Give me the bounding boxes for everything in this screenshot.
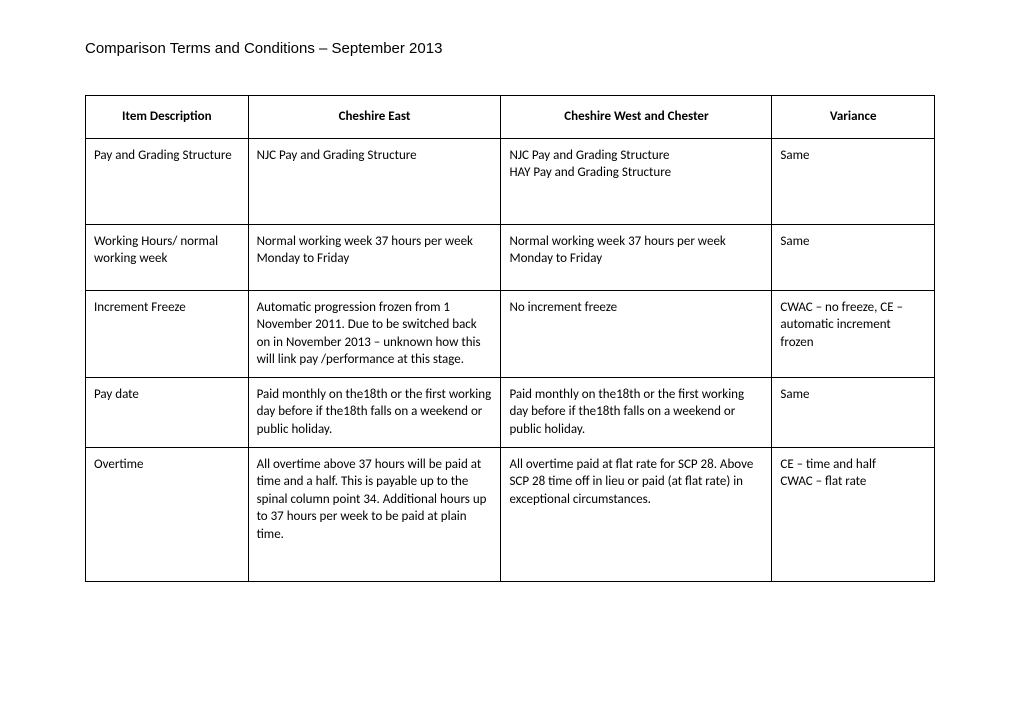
document-page: Comparison Terms and Conditions – Septem… bbox=[0, 0, 1020, 582]
cell-east: Normal working week 37 hours per week Mo… bbox=[248, 224, 501, 290]
header-variance: Variance bbox=[772, 96, 935, 139]
header-item-description: Item Description bbox=[86, 96, 249, 139]
cell-item: Overtime bbox=[86, 447, 249, 582]
cell-variance: CWAC – no freeze, CE – automatic increme… bbox=[772, 290, 935, 377]
cell-variance: CE – time and halfCWAC – flat rate bbox=[772, 447, 935, 582]
table-row: Overtime All overtime above 37 hours wil… bbox=[86, 447, 935, 582]
table-row: Pay date Paid monthly on the18th or the … bbox=[86, 377, 935, 447]
page-title: Comparison Terms and Conditions – Septem… bbox=[85, 40, 935, 57]
table-row: Working Hours/ normal working week Norma… bbox=[86, 224, 935, 290]
comparison-table: Item Description Cheshire East Cheshire … bbox=[85, 95, 935, 582]
cell-item: Pay date bbox=[86, 377, 249, 447]
cell-west: NJC Pay and Grading StructureHAY Pay and… bbox=[501, 138, 772, 224]
cell-west: No increment freeze bbox=[501, 290, 772, 377]
cell-item: Working Hours/ normal working week bbox=[86, 224, 249, 290]
cell-variance: Same bbox=[772, 138, 935, 224]
table-header-row: Item Description Cheshire East Cheshire … bbox=[86, 96, 935, 139]
cell-variance: Same bbox=[772, 377, 935, 447]
table-row: Pay and Grading Structure NJC Pay and Gr… bbox=[86, 138, 935, 224]
cell-east: Automatic progression frozen from 1 Nove… bbox=[248, 290, 501, 377]
cell-east: All overtime above 37 hours will be paid… bbox=[248, 447, 501, 582]
header-cheshire-east: Cheshire East bbox=[248, 96, 501, 139]
cell-item: Increment Freeze bbox=[86, 290, 249, 377]
cell-west: Normal working week 37 hours per week Mo… bbox=[501, 224, 772, 290]
cell-variance: Same bbox=[772, 224, 935, 290]
cell-west: Paid monthly on the18th or the first wor… bbox=[501, 377, 772, 447]
table-row: Increment Freeze Automatic progression f… bbox=[86, 290, 935, 377]
cell-east: NJC Pay and Grading Structure bbox=[248, 138, 501, 224]
cell-item: Pay and Grading Structure bbox=[86, 138, 249, 224]
cell-east: Paid monthly on the18th or the first wor… bbox=[248, 377, 501, 447]
cell-west: All overtime paid at flat rate for SCP 2… bbox=[501, 447, 772, 582]
header-cheshire-west: Cheshire West and Chester bbox=[501, 96, 772, 139]
